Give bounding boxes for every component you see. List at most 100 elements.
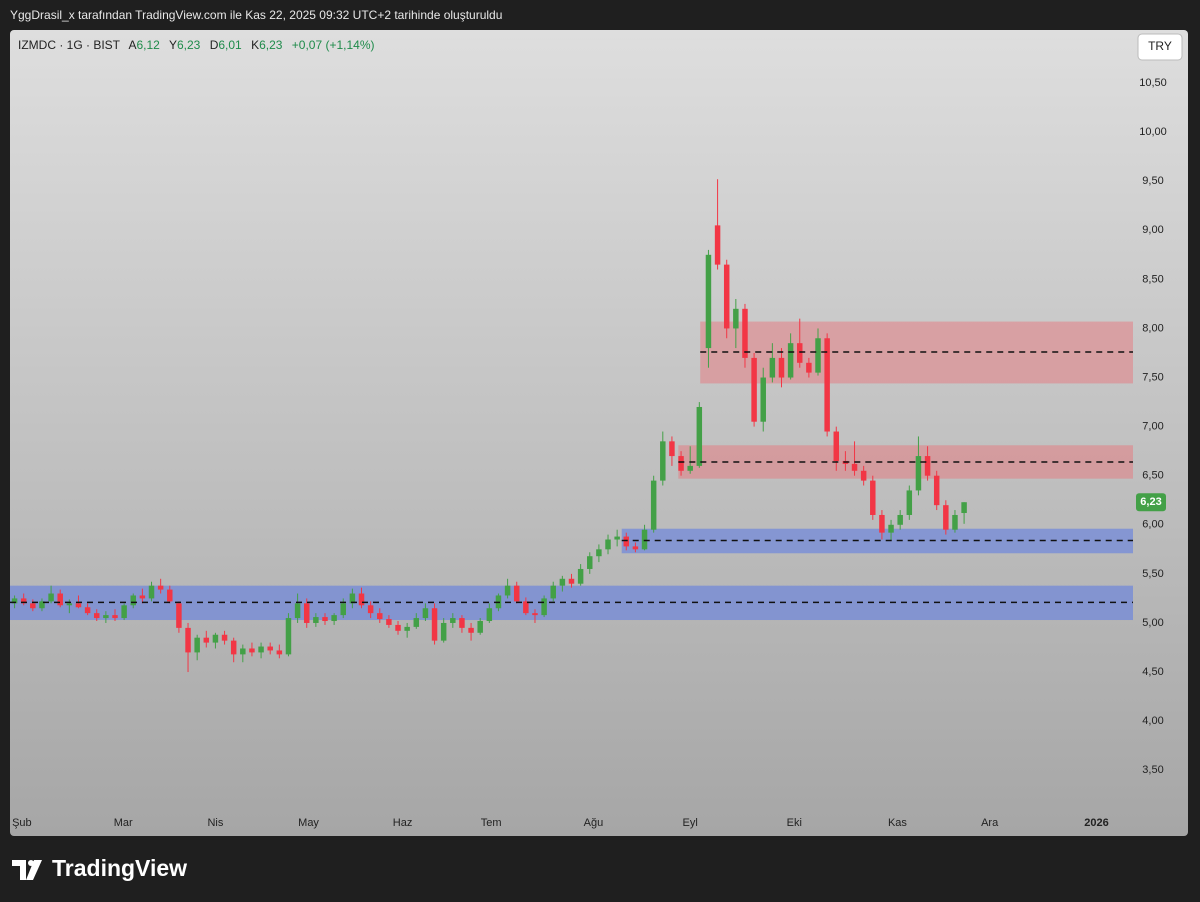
y-tick-label: 8,50 <box>1142 273 1163 285</box>
currency[interactable]: TRY <box>1148 39 1172 53</box>
candle-body <box>39 601 45 609</box>
legend-value: 6,23 <box>177 38 201 52</box>
candle-body <box>240 648 246 655</box>
x-tick-label: Ağu <box>584 817 604 829</box>
legend-label: Y <box>169 38 177 52</box>
candle-body <box>258 646 264 653</box>
candle-body <box>787 343 794 378</box>
candle-body <box>760 377 766 422</box>
candle-body <box>267 646 273 651</box>
candle-body <box>431 608 438 641</box>
currency-box[interactable] <box>1137 33 1183 61</box>
candle-body <box>742 308 748 358</box>
y-tick-label: 10,00 <box>1139 126 1167 138</box>
x-tick-label: Mar <box>114 817 133 829</box>
legend-label: K <box>251 38 259 52</box>
candle-body <box>185 627 191 653</box>
x-tick-label: Nis <box>207 817 223 829</box>
candle-body <box>203 637 210 643</box>
candle-body <box>212 634 219 643</box>
logo-text: TradingView <box>52 855 187 881</box>
candle-body <box>93 613 100 619</box>
candle-body <box>459 618 465 628</box>
y-tick-label: 6,00 <box>1142 519 1163 531</box>
y-tick-label: 5,50 <box>1142 568 1163 580</box>
candle-body <box>221 634 228 641</box>
candle-body <box>851 463 858 471</box>
candle-body <box>84 607 91 614</box>
candle-body <box>523 601 529 614</box>
plot-area <box>10 179 1133 673</box>
candle-body <box>313 617 319 623</box>
candle-body <box>103 615 109 619</box>
y-tick-label: 8,00 <box>1142 322 1163 334</box>
candle-body <box>331 615 337 622</box>
y-tick-label: 3,50 <box>1142 764 1163 776</box>
candle-body <box>678 456 684 471</box>
candle-body <box>660 441 666 481</box>
y-tick-label: 4,50 <box>1142 666 1163 678</box>
candle-body <box>587 556 593 569</box>
candle-body <box>705 254 712 349</box>
candle-body <box>486 608 493 622</box>
chart-title: YggDrasil_x tarafından TradingView.com i… <box>10 8 502 22</box>
candle-body <box>669 441 675 457</box>
candle-body <box>66 603 73 606</box>
x-tick-label: Kas <box>888 817 907 829</box>
candle-body <box>860 470 867 481</box>
candle-body <box>413 618 420 627</box>
candle-body <box>48 593 54 602</box>
candle-body <box>733 308 739 329</box>
candle-body <box>148 585 155 599</box>
candle-body <box>532 613 538 616</box>
candle-body <box>632 546 639 550</box>
candle-body <box>623 536 630 547</box>
candle-body <box>450 618 456 623</box>
candle-body <box>769 357 776 378</box>
candle-body <box>614 536 620 540</box>
candle-body <box>833 431 840 461</box>
legend-symbol: IZMDC · 1G · BIST <box>18 38 121 52</box>
candle-body <box>440 622 447 641</box>
x-tick-label: Ara <box>981 817 999 829</box>
candle-body <box>249 648 255 653</box>
candle-body <box>340 603 346 616</box>
last-price-box <box>1136 493 1166 512</box>
candle-body <box>906 490 913 515</box>
candle-body <box>358 593 365 606</box>
legend-label: A <box>128 38 136 52</box>
candle-body <box>194 637 200 653</box>
candle-body <box>815 338 821 373</box>
candle-body <box>605 539 611 550</box>
candle-body <box>20 598 27 604</box>
candle-body <box>550 585 556 599</box>
candle-body <box>167 589 173 602</box>
candle-body <box>961 502 967 514</box>
candle-body <box>504 585 511 596</box>
candle-body <box>377 613 383 620</box>
candle-body <box>294 603 301 619</box>
y-tick-label: 7,50 <box>1142 371 1163 383</box>
y-tick-label: 7,00 <box>1142 421 1163 433</box>
x-tick-label: Eyl <box>683 817 698 829</box>
candle-body <box>303 603 310 623</box>
candle-body <box>276 650 283 655</box>
candle-body <box>367 605 374 614</box>
candle-body <box>577 568 584 584</box>
legend-value: 6,12 <box>136 38 160 52</box>
legend-label: D <box>210 38 219 52</box>
candle-body <box>541 598 547 616</box>
legend: IZMDC · 1G · BIST A6,12 Y6,23 D6,01 K6,2… <box>18 38 375 52</box>
candle-body <box>477 621 483 633</box>
last-price-label: 6,23 <box>1140 496 1161 508</box>
candle-body <box>322 617 328 622</box>
candle-body <box>714 225 721 265</box>
candle-body <box>568 578 575 584</box>
legend-value: 6,01 <box>218 38 242 52</box>
candle-body <box>924 456 931 476</box>
candle-body <box>404 626 410 631</box>
candle-body <box>176 603 182 628</box>
x-tick-label: 2026 <box>1084 817 1108 829</box>
candle-body <box>422 608 429 619</box>
